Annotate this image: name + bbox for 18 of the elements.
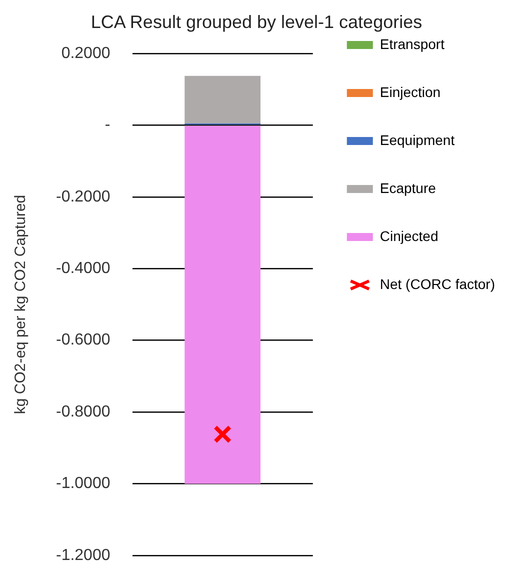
legend-label: Cinjected [380, 228, 438, 244]
y-tick-label: - [104, 116, 110, 134]
legend-label: Ecapture [380, 180, 436, 196]
y-tick-label: -0.6000 [56, 332, 110, 349]
bar [184, 126, 260, 484]
y-tick-label: -1.0000 [56, 475, 110, 492]
y-tick-label: -0.8000 [56, 403, 110, 420]
legend-label: Eequipment [380, 132, 455, 148]
y-tick-label: 0.2000 [61, 45, 110, 62]
y-axis-title: kg CO2-eq per kg CO2 Captured [12, 194, 30, 414]
bar [184, 76, 260, 124]
legend-label: Net (CORC factor) [380, 276, 495, 292]
legend-label: Einjection [380, 84, 441, 100]
y-tick-label: -0.2000 [56, 188, 110, 206]
y-tick-label: -1.2000 [56, 546, 110, 564]
chart-title: LCA Result grouped by level-1 categories [90, 12, 422, 32]
y-tick-label: -0.4000 [56, 260, 110, 278]
legend-label: Etransport [380, 36, 445, 52]
